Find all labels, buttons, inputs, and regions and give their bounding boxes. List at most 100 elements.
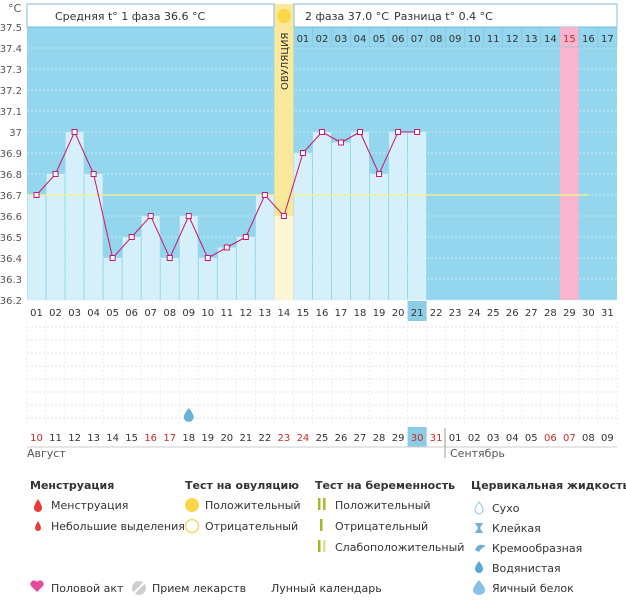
month-september: Сентябрь [450,447,505,460]
phase2-text: 2 фаза 37.0 °C [305,10,389,23]
calendar-date-label: 13 [87,433,100,444]
cycle-day-label: 15 [297,308,310,319]
y-tick-label: 36.2 [0,296,22,307]
difference-text: Разница t° 0.4 °C [394,10,493,23]
temperature-point [71,129,78,135]
temperature-point [185,213,192,219]
temperature-series [33,129,421,261]
header-day-label: 10 [468,34,481,45]
legend-intercourse: Половой акт [51,582,124,595]
cycle-day-label: 22 [430,308,443,319]
ovulation-sun-icon [277,9,291,23]
watery-mark [183,408,194,422]
temperature-point [166,255,173,261]
y-tick-label: 36.9 [0,149,22,160]
legend-ovulation-negative: Отрицательный [205,520,298,533]
legend-menstruation-item: Менструация [51,499,128,512]
ovulation-positive-icon [185,498,199,512]
cycle-day-label: 05 [106,308,119,319]
watery-icon [475,561,483,573]
calendar-date-label: 27 [354,433,367,444]
calendar-date-label: 17 [163,433,176,444]
y-tick-label: 36.3 [0,275,22,286]
calendar-date-label: 26 [335,433,348,444]
cycle-day-label: 23 [449,308,462,319]
header-day-label: 13 [525,34,538,45]
sticky-icon [475,523,483,533]
today-cell [407,301,427,321]
y-tick-label: 37.4 [0,44,22,55]
dry-icon [474,501,484,515]
temperature-column [122,237,141,300]
cycle-day-label: 30 [582,308,595,319]
calendar-date-label: 16 [144,433,157,444]
temperature-column [141,216,160,300]
calendar-date-row: 10 11 12 13 14 15 16 17 18 19 20 21 22 23 24 25 26 27 28 29… [30,427,614,447]
temperature-column [293,153,312,300]
y-tick-label: 36.7 [0,191,22,202]
temperature-point [223,244,230,251]
y-tick-label: 37.2 [0,86,22,97]
temperature-column [46,174,65,300]
ovulation-temp-column [274,216,294,300]
temperature-point [33,192,40,198]
notes-grid [26,322,618,425]
cycle-day-label: 12 [239,308,252,319]
temperature-point [299,150,306,156]
y-tick-label: 36.6 [0,212,22,223]
legend-pregnancy-title: Тест на беременность [315,479,455,492]
legend-medication: Прием лекарств [152,582,246,595]
legend-menstruation-title: Менструация [30,479,114,492]
temperature-point [357,129,364,135]
cycle-day-label: 09 [182,308,195,319]
calendar-date-label: 08 [582,433,595,444]
second-phase-day-header: 01 02 03 04 05 06 07 08 09 10 11 12 13 14 15 16 17 [293,27,618,48]
y-tick-label: 37.5 [0,23,22,34]
header-day-label: 14 [544,34,557,45]
cycle-day-label: 03 [68,308,81,319]
legend-ovulation-positive: Положительный [205,499,301,512]
pregnancy-positive-icon-b [323,498,326,510]
cycle-day-label: 13 [259,308,272,319]
cycle-day-label: 24 [468,308,481,319]
cycle-day-label: 27 [525,308,538,319]
temperature-column [408,132,427,300]
calendar-date-label: 18 [182,433,195,444]
calendar-date-label: 14 [106,433,119,444]
header-day-label: 07 [411,34,424,45]
cycle-day-label: 10 [201,308,214,319]
y-unit-label: °C [8,2,22,15]
legend-cervical-title: Цервикальная жидкость [471,479,626,492]
pregnancy-positive-icon-a [318,498,321,510]
calendar-date-label: 03 [487,433,500,444]
y-tick-label: 36.8 [0,170,22,181]
heart-icon [30,580,44,592]
cycle-day-label: 25 [487,308,500,319]
header-day-label: 03 [335,34,348,45]
legend-egg-white: Яичный белок [492,582,574,595]
legend-dry: Сухо [492,502,520,515]
temperature-point [242,234,249,240]
cycle-day-label: 07 [144,308,157,319]
calendar-date-label: 02 [468,433,481,444]
temperature-column [389,132,408,300]
legend-pregnancy-negative: Отрицательный [335,520,428,533]
calendar-date-label: 20 [220,433,233,444]
cycle-day-label: 02 [49,308,62,319]
temperature-column [27,195,46,300]
cycle-day-label: 18 [354,308,367,319]
cycle-day-row: 01 02 03 04 05 06 07 08 09 10 11 12 13 14 15 16 17 18 19 20… [30,301,614,321]
legend-ovulation-title: Тест на овуляцию [185,479,299,492]
menstruation-drop-icon [34,499,42,512]
phase1-header [26,3,275,28]
month-august: Август [27,447,66,460]
legend-sticky: Клейкая [492,522,541,535]
temperature-point [109,255,116,261]
calendar-date-label: 15 [125,433,138,444]
legend: Менструация Менструация Небольшие выделе… [30,479,626,596]
calendar-date-label: 12 [68,433,81,444]
cycle-day-label: 31 [601,308,614,319]
y-axis-ticks: 37.5 37.4 37.3 37.2 37.1 37 36.9 36.8 36.7 36.6 36… [0,23,22,307]
cycle-day-label: 14 [278,308,291,319]
